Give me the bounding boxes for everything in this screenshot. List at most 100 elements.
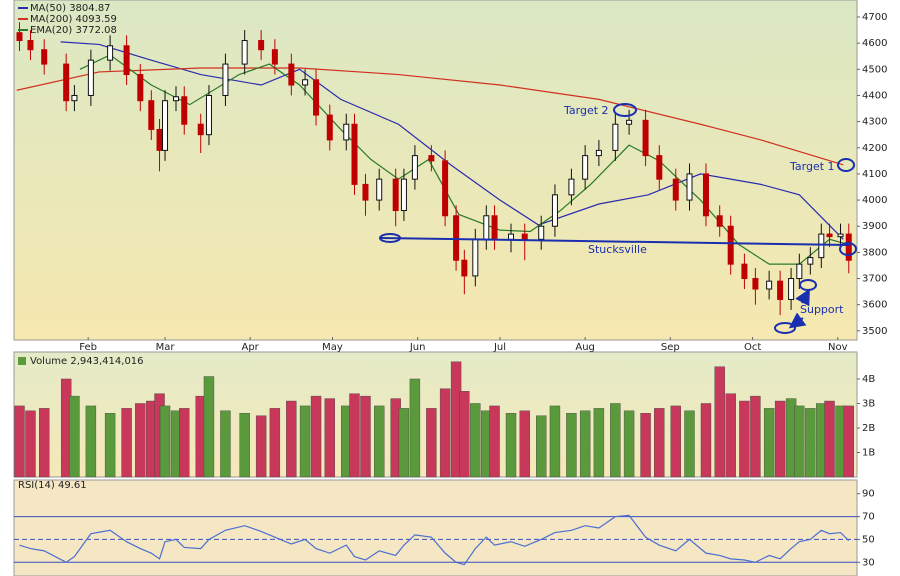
y-tick-label: 4B	[862, 374, 875, 385]
panel-title: Volume 2,943,414,016	[30, 356, 144, 367]
candle-body	[807, 257, 814, 265]
trend-line	[379, 237, 851, 246]
x-tick-label: Nov	[828, 342, 848, 353]
volume-bar	[579, 410, 591, 478]
candle-body	[442, 160, 449, 217]
volume-bar	[286, 400, 297, 478]
candle-body	[181, 96, 188, 125]
candle-body	[582, 155, 589, 180]
y-tick-label: 3900	[862, 221, 887, 232]
volume-bar	[39, 408, 50, 478]
candle-body	[595, 149, 602, 157]
volume-bar	[409, 378, 421, 478]
candle-body	[568, 178, 575, 196]
candle-body	[343, 123, 350, 141]
x-tick-label: Jul	[493, 342, 506, 353]
candle-body	[672, 178, 679, 201]
volume-bar	[439, 388, 451, 478]
candle-body	[845, 233, 852, 261]
volume-bar	[69, 395, 80, 478]
panel-title: RSI(14) 49.61	[18, 480, 87, 491]
ellipse	[839, 242, 857, 256]
candle-body	[392, 178, 399, 212]
legend: MA(50) 3804.87 MA(200) 4093.59 EMA(20) 3…	[18, 3, 117, 36]
candle-body	[826, 233, 833, 238]
volume-bar	[739, 400, 750, 478]
y-tick-label: 4000	[862, 195, 887, 206]
volume-bar	[794, 405, 805, 478]
y-tick-label: 4300	[862, 117, 887, 128]
y-tick-label: 1B	[862, 447, 875, 458]
annotation: Target 2	[563, 104, 609, 117]
volume-bar	[763, 408, 775, 478]
candle-body	[137, 74, 144, 102]
volume-bar	[670, 405, 681, 478]
volume-bar	[310, 395, 322, 478]
volume-icon	[18, 357, 26, 365]
candle-body	[258, 40, 265, 51]
candle-body	[642, 119, 649, 157]
y-tick-label: 3800	[862, 247, 887, 258]
candle-body	[241, 40, 248, 65]
candle-body	[656, 155, 663, 180]
annotation: Stucksville	[588, 243, 647, 256]
volume-bar	[324, 398, 335, 478]
volume-bar	[566, 413, 577, 478]
volume-bar	[299, 405, 311, 478]
candle-body	[766, 280, 773, 290]
ellipse	[379, 233, 401, 243]
price-panel	[13, 0, 858, 341]
candle-body	[16, 32, 23, 42]
volume-bar	[610, 403, 621, 478]
candle-body	[551, 194, 558, 227]
y-tick-label: 4100	[862, 169, 887, 180]
volume-bar	[25, 410, 36, 478]
volume-bar	[750, 395, 761, 478]
volume-bar	[714, 366, 725, 478]
candle-body	[376, 178, 383, 201]
candle-body	[521, 233, 528, 240]
y-tick-label: 4500	[862, 64, 887, 75]
x-tick-label: May	[322, 342, 343, 353]
volume-bar	[360, 395, 371, 478]
candle-body	[400, 178, 407, 212]
volume-bar	[121, 408, 132, 478]
ellipse	[613, 103, 637, 117]
volume-bar	[470, 403, 481, 478]
volume-bar	[398, 408, 410, 478]
volume-bar	[14, 405, 25, 478]
y-tick-label: 30	[862, 557, 875, 568]
y-tick-label: 4400	[862, 90, 887, 101]
x-tick-label: Sep	[661, 342, 680, 353]
candle-body	[271, 49, 278, 65]
candle-body	[148, 100, 155, 130]
arrow	[788, 312, 807, 329]
volume-bar	[239, 413, 250, 478]
annotation: Support	[800, 303, 844, 316]
moving-average	[16, 67, 844, 166]
volume-bar	[725, 393, 736, 478]
candle-body	[326, 114, 333, 141]
x-tick-label: Jun	[409, 342, 426, 353]
volume-bar	[349, 393, 360, 478]
volume-bar	[505, 413, 517, 478]
candle-body	[205, 94, 212, 136]
candle-body	[27, 40, 34, 51]
annotation: Target 1	[789, 160, 835, 173]
candle-body	[491, 215, 498, 240]
arrow	[795, 288, 810, 307]
volume-bar	[374, 405, 385, 478]
volume-bar	[623, 410, 635, 478]
volume-bar	[549, 405, 561, 478]
moving-average	[60, 41, 844, 240]
candle-body	[428, 155, 435, 162]
x-tick-label: Feb	[79, 342, 97, 353]
candle-body	[461, 259, 468, 277]
candle-body	[351, 123, 358, 185]
candle-body	[626, 119, 633, 125]
volume-bar	[159, 405, 171, 478]
y-tick-label: 4700	[862, 12, 887, 23]
legend-entry: MA(200) 4093.59	[30, 14, 117, 25]
ellipse	[837, 158, 855, 172]
candle-body	[222, 63, 229, 96]
